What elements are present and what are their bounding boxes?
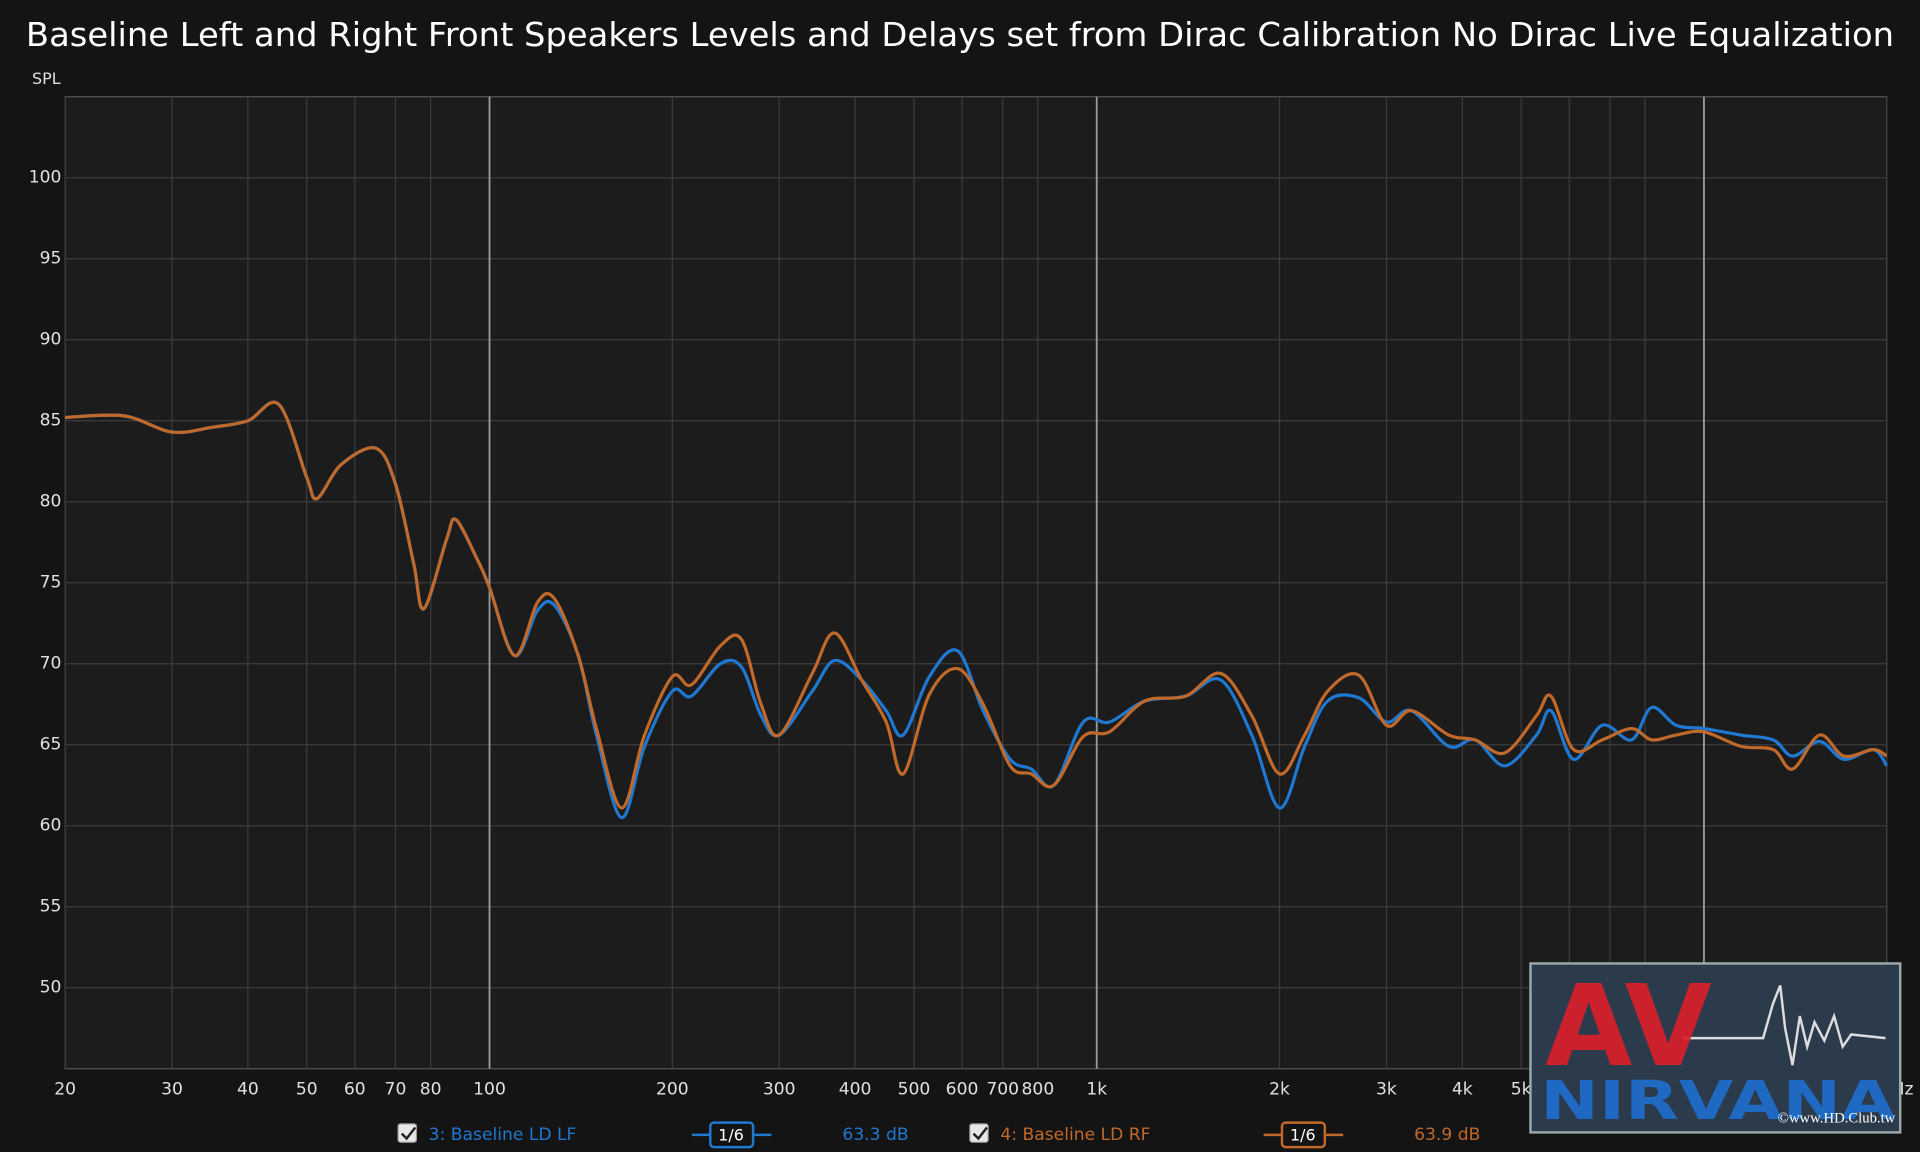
y-tick-label: 50 [40, 978, 62, 998]
watermark: ©www.HD.Club.tw [1778, 1110, 1896, 1126]
x-tick-label: 800 [1022, 1080, 1055, 1100]
x-tick-label: 300 [763, 1080, 796, 1100]
y-tick-label: 65 [40, 735, 62, 755]
x-tick-label: 700 [986, 1080, 1019, 1100]
x-tick-label: 100 [473, 1080, 506, 1100]
legend-label: 4: Baseline LD RF [1000, 1125, 1150, 1145]
y-tick-label: 90 [40, 330, 62, 350]
x-tick-label: 50 [296, 1080, 318, 1100]
legend-checkmark [972, 1126, 988, 1141]
legend-checkbox [397, 1123, 418, 1143]
y-tick-label: 95 [40, 249, 62, 269]
y-axis-label: SPL [32, 69, 61, 88]
series-line [65, 400, 1888, 810]
x-tick-label: 5k [1511, 1080, 1532, 1100]
x-tick-label: 40 [237, 1080, 259, 1100]
logo-wave [1683, 985, 1886, 1066]
legend-smoothing-box [709, 1121, 755, 1149]
legend-label: 3: Baseline LD LF [429, 1125, 577, 1145]
x-tick-label: 3k [1376, 1080, 1397, 1100]
x-tick-label: 500 [898, 1080, 931, 1100]
y-tick-label: 70 [40, 654, 62, 674]
y-tick-label: 100 [29, 168, 62, 188]
x-tick-label: 20 [54, 1080, 76, 1100]
y-tick-label: 60 [40, 816, 62, 836]
x-tick-label: 400 [839, 1080, 872, 1100]
legend-checkmark [400, 1126, 417, 1141]
legend-level: 63.3 dB [842, 1125, 908, 1145]
grid [64, 96, 1888, 1069]
x-tick-label: 70 [385, 1080, 407, 1100]
x-tick-label: 600 [946, 1080, 979, 1100]
legend-level: 63.9 dB [1414, 1125, 1480, 1145]
legend-smoothing-box [1280, 1121, 1327, 1149]
legend-checkbox [969, 1123, 989, 1143]
x-tick-label: 80 [420, 1080, 442, 1100]
x-tick-label: 1k [1086, 1080, 1107, 1100]
logo-box [1529, 962, 1902, 1134]
x-tick-label: 200 [656, 1080, 689, 1100]
x-tick-label: 60 [344, 1080, 366, 1100]
chart-title: Baseline Left and Right Front Speakers L… [26, 15, 1894, 54]
legend-smoothing: 1/6 [1290, 1126, 1316, 1145]
y-tick-label: 80 [40, 492, 62, 512]
legend: 3: Baseline LD LF 1/6 63.3 dB 4: Baseline L… [397, 1121, 1480, 1149]
x-tick-label: 4k [1452, 1080, 1473, 1100]
y-tick-label: 55 [40, 897, 62, 917]
x-tick-label: 30 [161, 1080, 183, 1100]
y-tick-label: 85 [40, 411, 62, 431]
logo-top: AV [1545, 960, 1712, 1092]
curves [65, 400, 1889, 820]
logo: AV NIRVANA ©www.HD.Club.tw [1529, 960, 1902, 1134]
x-tick-label: 2k [1269, 1080, 1290, 1100]
legend-smoothing: 1/6 [718, 1126, 744, 1145]
logo-bottom: NIRVANA [1540, 1069, 1895, 1132]
y-tick-label: 75 [40, 573, 62, 593]
